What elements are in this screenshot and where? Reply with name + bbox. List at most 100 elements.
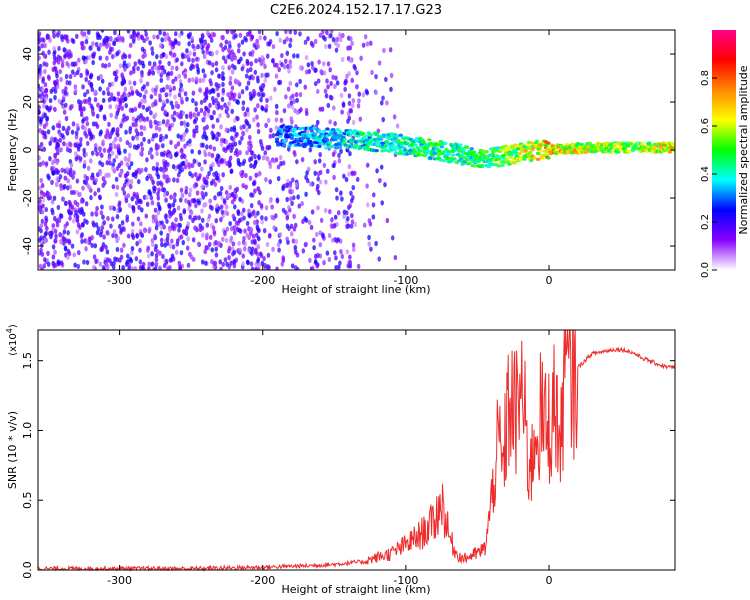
ridge-cell bbox=[338, 131, 344, 135]
ridge-cell bbox=[513, 160, 518, 164]
ridge-cell bbox=[526, 140, 532, 144]
heatmap-cell bbox=[223, 257, 228, 263]
heatmap-cell bbox=[55, 84, 60, 90]
heatmap-cell bbox=[107, 121, 111, 127]
heatmap-cell bbox=[137, 204, 141, 211]
heatmap-cell bbox=[45, 104, 49, 110]
heatmap-cell bbox=[161, 87, 166, 93]
heatmap-cell bbox=[38, 249, 41, 255]
ridge-cell bbox=[446, 152, 452, 156]
heatmap-cell bbox=[188, 187, 193, 193]
heatmap-cell bbox=[238, 196, 242, 202]
heatmap-cell bbox=[190, 148, 194, 155]
ridge-cell bbox=[292, 140, 297, 144]
heatmap-cell bbox=[134, 256, 139, 262]
heatmap-cell bbox=[197, 161, 202, 168]
heatmap-cell bbox=[155, 150, 159, 157]
heatmap-cell bbox=[53, 66, 58, 72]
heatmap-cell bbox=[110, 53, 115, 60]
heatmap-cell bbox=[191, 57, 195, 64]
heatmap-cell bbox=[214, 252, 219, 258]
heatmap-cell bbox=[350, 219, 355, 225]
heatmap-cell bbox=[208, 102, 212, 108]
heatmap-cell bbox=[86, 30, 91, 35]
heatmap-cell bbox=[267, 233, 272, 239]
heatmap-cell bbox=[95, 205, 99, 212]
heatmap-cell bbox=[294, 91, 299, 98]
heatmap-cell bbox=[318, 106, 323, 112]
heatmap-cell bbox=[184, 127, 189, 134]
heatmap-cell bbox=[178, 168, 182, 174]
heatmap-cell bbox=[140, 207, 144, 213]
heatmap-cell bbox=[329, 80, 333, 87]
heatmap-cell bbox=[180, 192, 185, 198]
heatmap-cell bbox=[230, 63, 235, 69]
heatmap-cell bbox=[177, 32, 182, 38]
heatmap-cell bbox=[264, 122, 268, 128]
heatmap-cell bbox=[142, 136, 146, 143]
ridge-cell bbox=[461, 148, 466, 153]
ridge-cell bbox=[428, 141, 433, 146]
heatmap-cell bbox=[259, 142, 264, 148]
heatmap-cell bbox=[241, 183, 245, 189]
heatmap-cell bbox=[75, 178, 80, 184]
heatmap-cell bbox=[153, 207, 158, 213]
heatmap-cell bbox=[256, 43, 260, 50]
ridge-cell bbox=[522, 157, 527, 161]
heatmap-cell bbox=[304, 174, 308, 181]
heatmap-cell bbox=[189, 254, 194, 260]
snr-y-axis: 0.00.51.01.5 bbox=[21, 352, 675, 579]
heatmap-cell bbox=[249, 226, 253, 232]
heatmap-cell bbox=[377, 256, 382, 262]
heatmap-cell bbox=[220, 236, 225, 242]
heatmap-cell bbox=[197, 215, 201, 221]
heatmap-cell bbox=[111, 264, 116, 270]
heatmap-cell bbox=[150, 237, 155, 244]
heatmap-cell bbox=[208, 78, 213, 84]
heatmap-cell bbox=[43, 112, 47, 118]
heatmap-cell bbox=[389, 72, 394, 79]
heatmap-cell bbox=[117, 202, 121, 209]
heatmap-cell bbox=[100, 245, 105, 251]
ridge-cell bbox=[667, 150, 673, 154]
ridge-cell bbox=[399, 141, 405, 145]
heatmap-cell bbox=[362, 222, 367, 228]
heatmap-cell bbox=[133, 106, 138, 112]
heatmap-cell bbox=[266, 72, 270, 78]
heatmap-cell bbox=[332, 162, 336, 169]
heatmap-cell bbox=[168, 50, 173, 56]
heatmap-cell bbox=[252, 209, 256, 215]
heatmap-cell bbox=[276, 176, 281, 182]
heatmap-cell bbox=[73, 262, 77, 268]
heatmap-cell bbox=[120, 80, 125, 86]
heatmap-cell bbox=[247, 247, 251, 254]
heatmap-cell bbox=[90, 150, 95, 156]
heatmap-cell bbox=[102, 234, 106, 240]
heatmap-cell bbox=[171, 164, 176, 170]
heatmap-cell bbox=[339, 249, 343, 255]
heatmap-cell bbox=[115, 184, 120, 191]
heatmap-cell bbox=[161, 99, 166, 105]
heatmap-cell bbox=[60, 59, 65, 65]
heatmap-cell bbox=[236, 157, 241, 164]
heatmap-cell bbox=[43, 42, 47, 49]
ridge-cell bbox=[423, 152, 429, 157]
heatmap-cell bbox=[108, 104, 113, 110]
snr-series-line bbox=[37, 329, 675, 572]
heatmap-cell bbox=[118, 136, 123, 143]
heatmap-cell bbox=[342, 209, 347, 215]
heatmap-cell bbox=[137, 58, 141, 64]
heatmap-cell bbox=[147, 228, 152, 234]
heatmap-cell bbox=[130, 34, 134, 40]
ridge-cell bbox=[477, 151, 482, 155]
heatmap-cell bbox=[171, 78, 175, 85]
snr-multiplier-close: ) bbox=[8, 324, 19, 328]
ridge-cell bbox=[312, 132, 318, 136]
heatmap-cell bbox=[355, 70, 359, 76]
ridge-cell bbox=[297, 127, 303, 131]
heatmap-cell bbox=[301, 218, 305, 225]
heatmap-cell bbox=[295, 159, 299, 165]
heatmap-cell bbox=[330, 223, 334, 230]
ridge-cell bbox=[419, 153, 424, 157]
heatmap-cell bbox=[94, 121, 98, 127]
